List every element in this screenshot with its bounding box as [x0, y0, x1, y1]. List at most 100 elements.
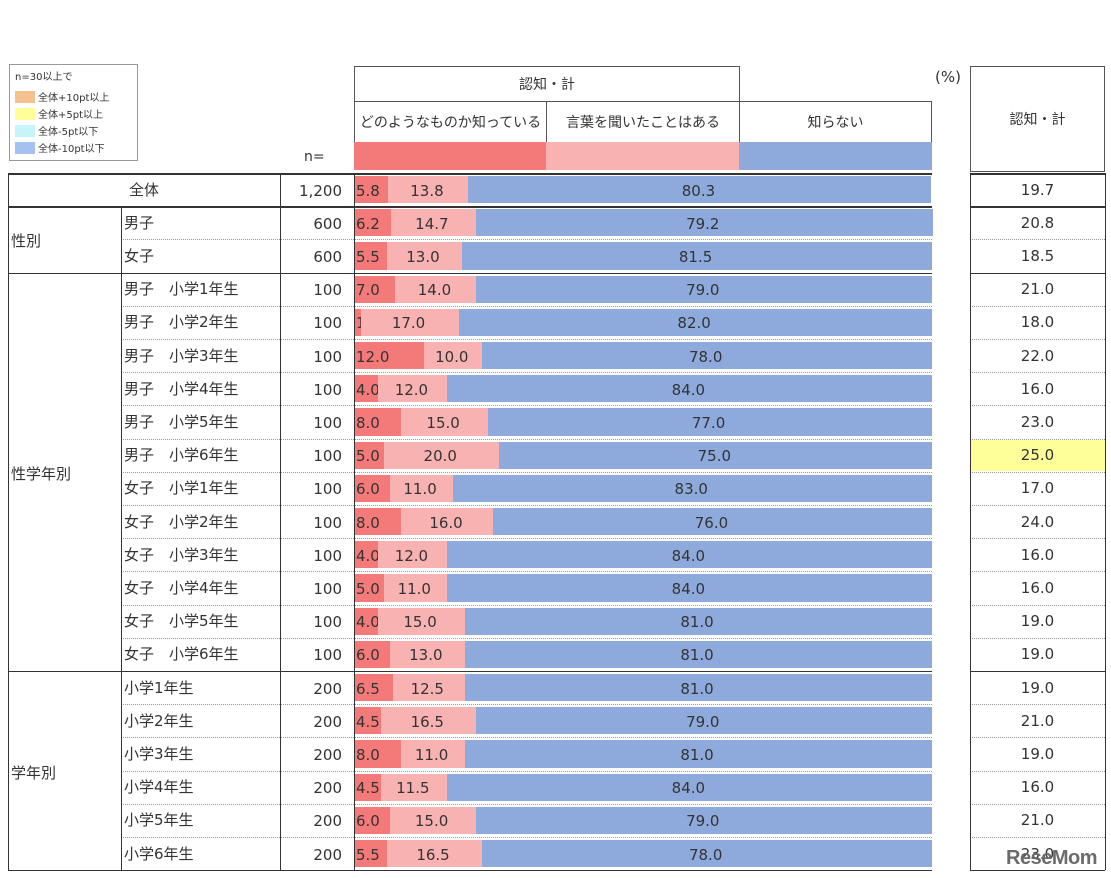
- legend-label-plus5: 全体+5pt以上: [38, 110, 104, 121]
- row-n: 200: [313, 812, 342, 831]
- legend-swatch-minus5: [15, 124, 35, 137]
- bar-value-label: 14.7: [415, 214, 449, 233]
- bar-value-label: 8.0: [356, 513, 380, 532]
- bar-value-label: 5.8: [356, 181, 380, 200]
- row-label: 小学6年生: [124, 844, 194, 863]
- bar-value-label: 77.0: [691, 414, 726, 432]
- bar-value-label: 10.0: [435, 347, 469, 366]
- row-n: 1,200: [299, 181, 342, 200]
- row-label: 男子 小学4年生: [124, 379, 239, 398]
- bar-segment-1: [386, 840, 482, 868]
- row-total: 21.0: [1020, 711, 1055, 730]
- bar-segment-0: [355, 674, 393, 702]
- row-separator: [121, 604, 932, 606]
- bar-segment-1: [378, 375, 448, 403]
- group-separator: [8, 206, 932, 209]
- row-separator: [121, 803, 932, 805]
- bar-value-label: 4.0: [356, 380, 380, 399]
- row-label: 女子 小学4年生: [124, 579, 239, 597]
- row-label: 小学1年生: [124, 678, 194, 697]
- bar-segment-1: [401, 408, 488, 436]
- bar-value-label: 13.8: [410, 181, 444, 200]
- group-separator: [8, 671, 932, 672]
- bar-value-label: 79.0: [686, 812, 720, 831]
- bar-value-label: 20.0: [423, 447, 457, 466]
- bar-segment-2: [464, 674, 932, 702]
- total-row-separator: [970, 405, 1105, 407]
- total-row-separator: [970, 837, 1105, 838]
- total-row-separator: [970, 505, 1105, 506]
- row-total: 25.0: [1020, 446, 1055, 465]
- row-separator: [121, 505, 932, 506]
- row-separator: [121, 571, 932, 573]
- bar-value-label: 4.5: [356, 712, 380, 731]
- row-n: 200: [313, 779, 342, 798]
- group-divider: [121, 206, 122, 273]
- row-total: 23.0: [1020, 844, 1055, 863]
- group-label: 性別: [11, 232, 42, 251]
- bar-segment-2: [487, 408, 932, 436]
- group-label: 性学年別: [11, 464, 72, 483]
- bar-value-label: 15.0: [426, 414, 460, 432]
- bar-segment-0: [355, 607, 379, 635]
- row-n: 100: [313, 480, 342, 499]
- header-total: 認知・計: [970, 66, 1105, 172]
- row-total: 19.0: [1020, 645, 1055, 664]
- legend-label-plus10: 全体+10pt以上: [38, 93, 110, 104]
- bar-segment-1: [360, 308, 459, 336]
- bar-segment-2: [447, 773, 932, 801]
- legend: n=30以上で 全体+10pt以上 全体+5pt以上 全体-5pt以下 全体-1…: [9, 64, 138, 161]
- total-row-separator: [970, 571, 1105, 573]
- legend-label-minus5: 全体-5pt以下: [38, 127, 99, 138]
- row-n: 100: [313, 414, 342, 432]
- bar-segment-0: [355, 474, 390, 502]
- bar-segment-0: [355, 806, 390, 834]
- bar-segment-1: [380, 707, 477, 735]
- row-n: 600: [313, 214, 342, 233]
- bar-segment-1: [389, 640, 465, 668]
- row-label: 男子 小学5年生: [124, 413, 239, 431]
- row-label: 小学4年生: [124, 778, 194, 797]
- row-label: 男子 小学1年生: [124, 280, 239, 299]
- bar-segment-0: [355, 740, 402, 768]
- bar-segment-1: [424, 342, 482, 370]
- row-separator: [121, 372, 932, 374]
- bar-value-label: 82.0: [677, 314, 711, 333]
- bar-segment-2: [447, 541, 932, 569]
- row-label: 女子: [124, 247, 155, 265]
- row-n: 100: [313, 646, 342, 665]
- row-separator: [121, 405, 932, 407]
- row-label: 女子 小学3年生: [124, 545, 239, 564]
- bar-value-label: 83.0: [674, 480, 708, 499]
- row-total: 23.0: [1020, 413, 1055, 431]
- bar-value-label: 16.5: [416, 845, 450, 864]
- total-group-separator: [970, 206, 1105, 209]
- header-swatch-unknown: [739, 142, 932, 170]
- bar-segment-0: [355, 840, 387, 868]
- bar-value-label: 12.0: [394, 546, 429, 565]
- bar-segment-0: [355, 375, 379, 403]
- bar-segment-2: [493, 508, 932, 536]
- header-col-unknown: 知らない: [739, 101, 932, 143]
- total-left-border: [970, 173, 971, 871]
- row-total: 19.0: [1020, 612, 1055, 631]
- bar-segment-2: [475, 209, 933, 237]
- bar-segment-1: [390, 209, 476, 237]
- bar-segment-2: [447, 375, 932, 403]
- bar-value-label: 11.0: [397, 580, 431, 598]
- row-total: 21.0: [1020, 811, 1055, 830]
- bar-value-label: 78.0: [688, 845, 723, 864]
- bar-value-label: 81.0: [680, 746, 714, 764]
- row-total: 21.0: [1020, 280, 1055, 299]
- bar-value-label: 6.0: [356, 480, 380, 499]
- bar-value-label: 6.0: [356, 646, 380, 665]
- bar-segment-2: [468, 176, 932, 204]
- total-row-separator: [970, 239, 1105, 241]
- bar-segment-0: [355, 275, 396, 303]
- bar-segment-2: [461, 242, 932, 270]
- bar-value-label: 12.0: [394, 380, 429, 399]
- bar-segment-2: [458, 308, 932, 336]
- bar-value-label: 12.5: [410, 679, 444, 698]
- total-row-separator: [970, 737, 1105, 739]
- total-row-separator: [970, 538, 1105, 540]
